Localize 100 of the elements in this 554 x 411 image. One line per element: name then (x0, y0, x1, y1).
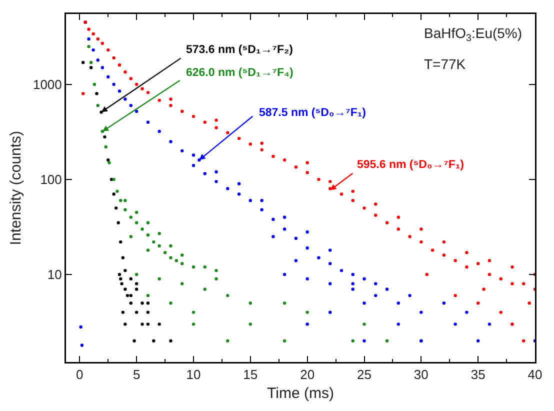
point (169, 244, 172, 248)
point (132, 339, 136, 343)
point (146, 322, 150, 326)
point (226, 339, 230, 343)
point (158, 244, 161, 248)
x-tick-label: 20 (300, 367, 315, 382)
point (169, 339, 172, 343)
point (306, 310, 309, 314)
point (203, 265, 206, 269)
point (89, 66, 93, 70)
point (192, 265, 196, 269)
point (118, 272, 122, 276)
point (385, 339, 389, 343)
point (282, 301, 286, 305)
point (89, 60, 93, 64)
point (134, 272, 138, 276)
point (146, 233, 150, 237)
point (121, 310, 125, 314)
point (114, 206, 118, 210)
point (192, 322, 196, 326)
point (146, 294, 150, 298)
point (87, 44, 90, 48)
point (124, 268, 127, 272)
point (282, 339, 286, 343)
point (180, 253, 184, 257)
point (95, 92, 98, 96)
point (119, 277, 122, 280)
point (140, 322, 144, 326)
annotation: 595.6 nm (⁵D₀→⁷F₁) (357, 159, 464, 171)
point (129, 235, 132, 238)
point (103, 135, 106, 139)
point (152, 240, 156, 244)
point (120, 282, 124, 286)
x-tick-label: 10 (186, 367, 201, 382)
point (169, 256, 172, 260)
point (104, 145, 108, 148)
point (124, 208, 127, 212)
annotation: T=77K (424, 56, 466, 72)
point (203, 288, 206, 291)
point (146, 310, 150, 314)
x-tick-label: 30 (414, 367, 428, 382)
point (146, 248, 150, 252)
point (192, 310, 196, 314)
x-axis-title: Time (ms) (267, 384, 334, 402)
point (92, 82, 96, 86)
point (106, 158, 110, 162)
point (163, 250, 167, 254)
annotation: 587.5 nm (⁵D₀→⁷F₁) (259, 107, 366, 119)
point (124, 322, 127, 326)
point (116, 221, 120, 224)
point (129, 216, 132, 219)
point (226, 294, 230, 298)
point (174, 258, 178, 262)
x-tick-label: 0 (76, 367, 84, 382)
point (180, 282, 184, 286)
annotation: 573.6 nm (⁵D₁→⁷F₂) (186, 44, 294, 56)
point (134, 282, 138, 286)
point (129, 294, 132, 298)
point (158, 232, 161, 236)
point (121, 256, 125, 260)
x-tick-label: 5 (132, 367, 140, 382)
x-tick-label: 40 (528, 367, 542, 382)
point (158, 322, 161, 326)
point (129, 301, 132, 305)
point (214, 268, 218, 272)
point (134, 288, 138, 291)
y-tick-label: 100 (40, 172, 62, 187)
point (362, 322, 366, 326)
point (119, 198, 122, 202)
x-tick-label: 25 (357, 367, 372, 382)
point (134, 221, 138, 224)
point (180, 262, 184, 266)
point (140, 228, 144, 231)
y-tick-label: 10 (47, 267, 62, 282)
point (116, 190, 119, 193)
point (124, 288, 127, 291)
annotation: 626.0 nm (⁵D₁→⁷F₄) (186, 67, 294, 79)
point (124, 198, 127, 202)
point (112, 178, 116, 182)
point (96, 104, 100, 108)
point (146, 221, 150, 224)
point (108, 161, 111, 164)
point (146, 301, 150, 305)
point (248, 322, 252, 326)
point (119, 240, 122, 244)
point (158, 277, 161, 280)
point (140, 301, 144, 305)
point (134, 310, 138, 314)
x-tick-label: 35 (470, 367, 486, 382)
y-tick-label: 1000 (32, 76, 62, 92)
point (100, 110, 103, 114)
point (81, 60, 85, 64)
point (248, 301, 252, 305)
point (126, 294, 130, 298)
point (351, 339, 354, 343)
point (214, 277, 218, 280)
annotation: BaHfO$_{3}$:Eu(5%) (424, 25, 522, 44)
x-tick-label: 15 (243, 367, 258, 382)
point (152, 339, 156, 343)
point (129, 277, 132, 280)
